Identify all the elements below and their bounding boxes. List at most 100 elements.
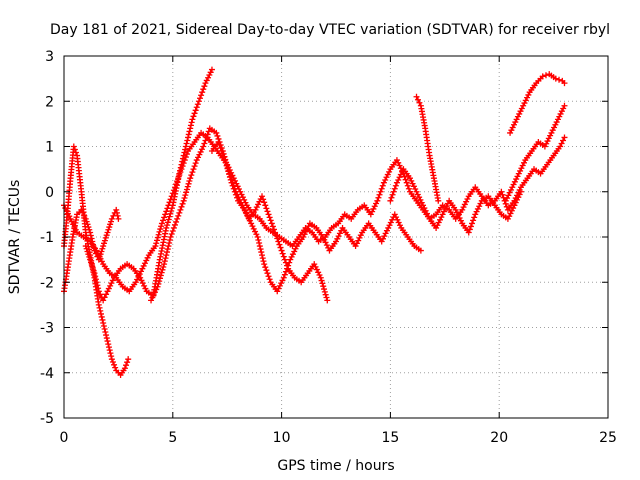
data-point (121, 365, 128, 372)
data-point (513, 116, 520, 123)
data-point (261, 199, 268, 206)
data-point (499, 191, 506, 198)
data-point (66, 213, 73, 220)
data-point (275, 285, 282, 292)
data-point (324, 297, 331, 304)
data-point (386, 168, 393, 175)
data-point (166, 237, 173, 244)
data-point (254, 234, 261, 240)
data-point (86, 253, 93, 260)
data-point (273, 232, 280, 239)
data-point (552, 75, 559, 82)
data-point (265, 211, 272, 218)
y-tick-label: 1 (45, 140, 54, 156)
data-point (464, 195, 471, 202)
data-point (87, 259, 94, 266)
data-point (101, 237, 108, 244)
data-point (422, 207, 429, 214)
data-point (335, 233, 342, 240)
data-point (98, 248, 105, 255)
data-point (553, 119, 560, 126)
data-point (154, 237, 161, 244)
data-point (222, 159, 229, 166)
data-point (413, 188, 420, 195)
data-point (165, 243, 172, 250)
data-point (104, 288, 111, 295)
data-point (311, 261, 318, 268)
data-point (472, 211, 479, 218)
data-point (292, 245, 299, 252)
data-point (413, 93, 420, 100)
data-point (502, 197, 509, 204)
data-point (315, 269, 322, 276)
data-point (202, 80, 209, 87)
data-point (542, 72, 549, 79)
data-point (184, 183, 191, 190)
data-point (285, 262, 292, 269)
data-point (202, 137, 209, 144)
data-point (141, 282, 148, 289)
data-point (178, 161, 185, 168)
data-point (96, 304, 103, 311)
data-point (242, 209, 249, 216)
data-point (467, 223, 474, 230)
data-point (85, 251, 92, 258)
data-point (124, 359, 131, 366)
data-point (255, 201, 262, 208)
data-point (155, 280, 162, 287)
data-point (435, 197, 442, 204)
y-tick-label: -5 (40, 411, 54, 427)
data-point (142, 285, 149, 292)
data-point (79, 209, 86, 216)
data-point (154, 283, 161, 290)
data-point (395, 159, 402, 166)
data-point (369, 208, 376, 215)
data-point (387, 219, 394, 226)
data-point (199, 89, 206, 96)
data-point (509, 184, 516, 191)
data-point (556, 113, 563, 120)
data-point (105, 285, 112, 292)
data-point (183, 186, 190, 193)
data-point (396, 162, 403, 169)
data-point (270, 226, 277, 233)
data-point (88, 235, 95, 242)
data-point (201, 140, 208, 147)
data-point (416, 194, 423, 201)
data-point (469, 220, 475, 227)
data-point (405, 185, 412, 192)
data-point (513, 176, 520, 183)
data-point (141, 260, 148, 267)
data-point (249, 223, 256, 230)
data-point (514, 196, 521, 203)
data-point (281, 271, 288, 278)
data-point (382, 176, 389, 183)
data-point (163, 249, 170, 256)
data-point (518, 165, 525, 172)
data-point (320, 283, 327, 290)
data-point (227, 176, 234, 183)
data-point (100, 322, 107, 329)
data-point (507, 129, 514, 136)
y-tick-label: 3 (45, 49, 54, 65)
data-point (107, 282, 114, 289)
data-point (166, 240, 173, 247)
data-point (198, 92, 205, 99)
data-point (246, 217, 253, 224)
data-point (95, 285, 102, 292)
data-point (89, 264, 96, 271)
data-point (336, 230, 343, 237)
data-point (201, 83, 208, 90)
data-point (316, 272, 323, 279)
data-point (319, 234, 326, 240)
data-point (166, 213, 173, 220)
data-point (101, 240, 108, 247)
data-point (103, 335, 110, 342)
data-point (352, 243, 359, 250)
data-point (185, 134, 192, 141)
data-point (556, 76, 563, 83)
data-point (561, 102, 568, 109)
data-point (510, 121, 517, 128)
data-point (522, 97, 529, 104)
data-point (190, 166, 197, 173)
